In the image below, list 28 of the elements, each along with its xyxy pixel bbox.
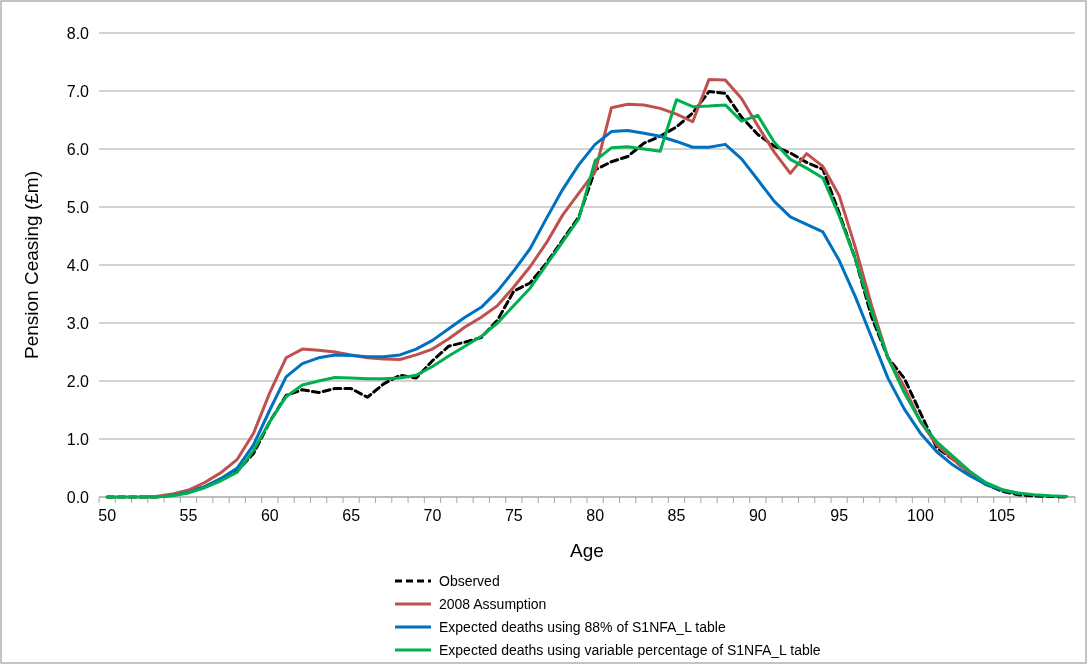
legend-label: Expected deaths using 88% of S1NFA_L table [439, 619, 726, 635]
y-tick-label: 3.0 [66, 314, 90, 332]
x-tick-label: 90 [748, 507, 767, 524]
x-tick-label: 65 [342, 507, 361, 524]
legend-label: 2008 Assumption [439, 596, 547, 612]
line-series [170, 128, 1020, 497]
x-tick-label: 105 [988, 507, 1016, 524]
y-tick-label: 2.0 [66, 372, 90, 390]
x-tick-label: 70 [423, 507, 442, 524]
y-tick-label: 7.0 [66, 82, 90, 100]
x-tick-label: 100 [907, 507, 934, 524]
y-axis-title: Pension Ceasing (£m) [21, 171, 42, 359]
legend-label: Expected deaths using variable percentage of S1NFA_L table [439, 642, 821, 658]
y-tick-label: 1.0 [66, 430, 90, 448]
x-tick-label: 75 [504, 507, 523, 524]
y-tick-label: 5.0 [66, 198, 90, 216]
y-tick-label: 4.0 [66, 256, 90, 274]
x-tick-label: 85 [667, 507, 686, 524]
x-tick-label: 95 [830, 507, 849, 524]
y-tick-label: 8.0 [66, 24, 90, 42]
y-tick-label: 0.0 [66, 488, 90, 506]
x-axis-title: Age [570, 540, 604, 561]
x-tick-label: 55 [179, 507, 198, 524]
x-tick-label: 60 [260, 507, 279, 524]
x-tick-label: 80 [586, 507, 605, 524]
x-tick-label: 50 [98, 507, 117, 524]
y-tick-label: 6.0 [66, 140, 90, 158]
legend-label: Observed [439, 573, 500, 589]
